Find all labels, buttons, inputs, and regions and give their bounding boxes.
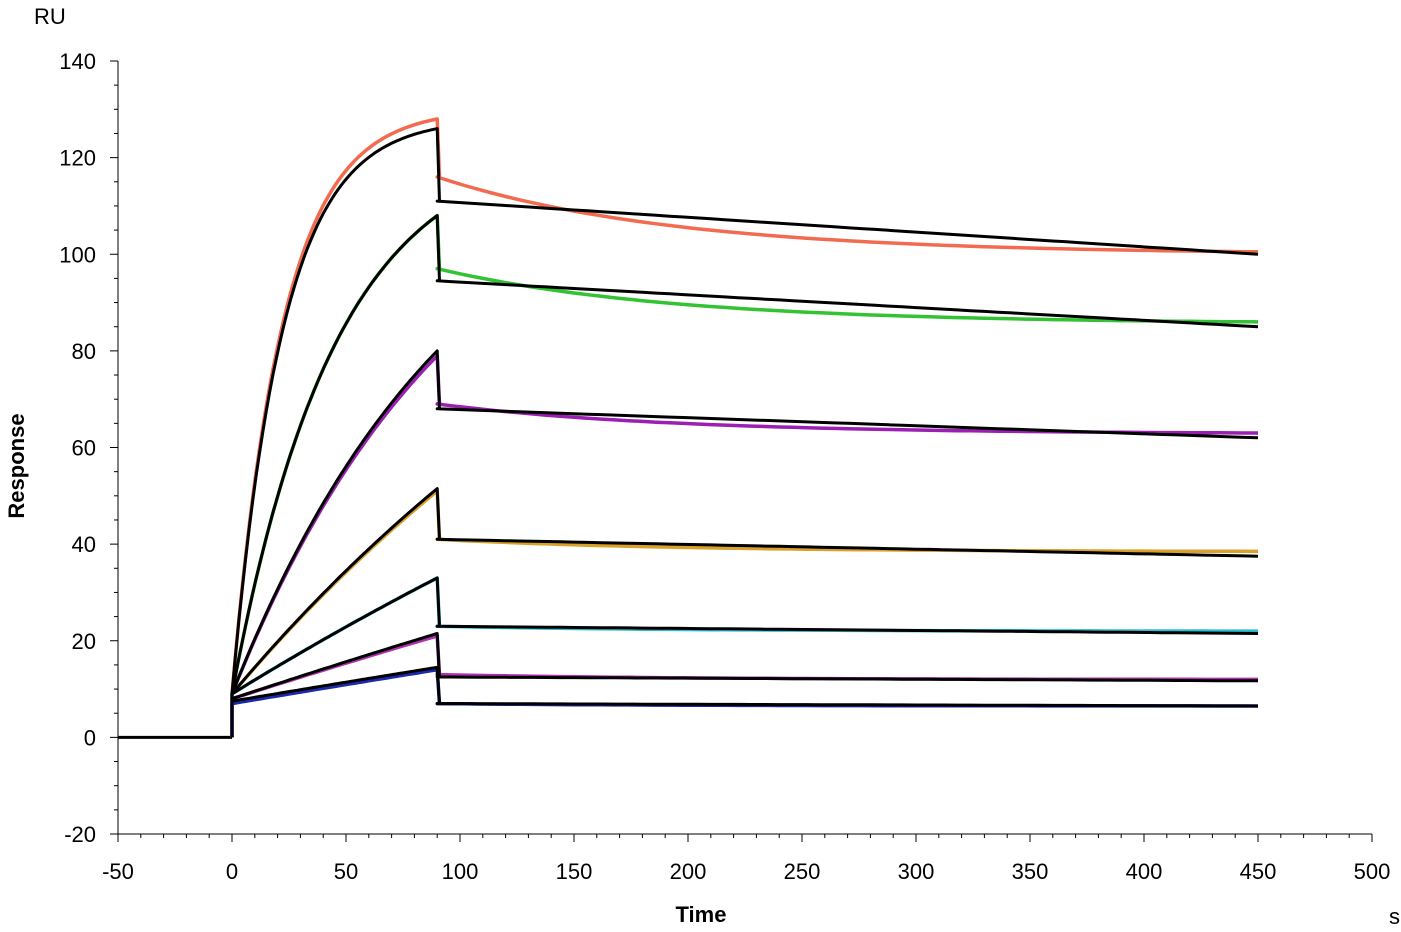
data-series-5 bbox=[230, 576, 1258, 738]
y-axis-title: Response bbox=[4, 413, 29, 518]
y-unit-label: RU bbox=[34, 4, 66, 29]
x-tick-label: 200 bbox=[670, 859, 707, 884]
x-tick-label: 350 bbox=[1012, 859, 1049, 884]
x-tick-label: 0 bbox=[226, 859, 238, 884]
y-tick-label: 140 bbox=[59, 49, 96, 74]
data-series-4 bbox=[230, 489, 1259, 738]
y-tick-label: 40 bbox=[72, 532, 96, 557]
y-tick-label: 100 bbox=[59, 242, 96, 267]
x-tick-label: 100 bbox=[442, 859, 479, 884]
x-tick-label: 50 bbox=[334, 859, 358, 884]
fit-series-3 bbox=[230, 349, 1259, 738]
fit-series-2 bbox=[230, 214, 1259, 738]
data-series-6 bbox=[230, 634, 1258, 738]
y-tick-label: 120 bbox=[59, 146, 96, 171]
x-tick-label: 400 bbox=[1126, 859, 1163, 884]
x-tick-label: -50 bbox=[102, 859, 134, 884]
y-tick-label: 20 bbox=[72, 629, 96, 654]
fit-series-7 bbox=[230, 665, 1259, 738]
axes bbox=[117, 61, 1372, 835]
x-unit-label: s bbox=[1389, 904, 1400, 929]
y-tick-label: 60 bbox=[72, 436, 96, 461]
y-tick-label: -20 bbox=[64, 822, 96, 847]
data-series-1 bbox=[230, 117, 1259, 738]
x-tick-label: 450 bbox=[1240, 859, 1277, 884]
x-tick-label: 300 bbox=[898, 859, 935, 884]
fit-series-5 bbox=[230, 576, 1259, 738]
data-series-2 bbox=[230, 213, 1259, 738]
y-tick-label: 80 bbox=[72, 339, 96, 364]
fit-series-1 bbox=[230, 127, 1259, 738]
x-tick-label: 500 bbox=[1354, 859, 1391, 884]
fit-series-4 bbox=[230, 487, 1259, 738]
y-tick-label: 0 bbox=[84, 725, 96, 750]
x-tick-label: 250 bbox=[784, 859, 821, 884]
fit-series-6 bbox=[230, 632, 1258, 738]
ticks: -20 0 20 40 60 80 100 120 140 -50 0 50 100 150 200 250 3… bbox=[59, 49, 1390, 884]
x-tick-label: 150 bbox=[556, 859, 593, 884]
x-axis-title: Time bbox=[676, 902, 727, 927]
series-layer bbox=[118, 117, 1259, 739]
